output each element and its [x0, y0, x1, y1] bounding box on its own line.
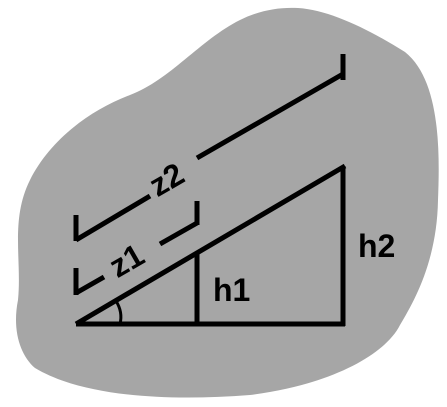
- h2-label: h2: [358, 228, 395, 264]
- z1-dimension-line-b: [158, 220, 199, 247]
- triangle-hypotenuse-line: [74, 163, 347, 327]
- z2-dimension-line-b: [195, 71, 345, 161]
- z1-dimension-line-a: [74, 274, 106, 296]
- h1-label: h1: [213, 272, 250, 308]
- z2-dimension-line-a: [74, 193, 152, 243]
- angle-arc: [114, 300, 123, 325]
- gray-background-shape: [15, 7, 439, 398]
